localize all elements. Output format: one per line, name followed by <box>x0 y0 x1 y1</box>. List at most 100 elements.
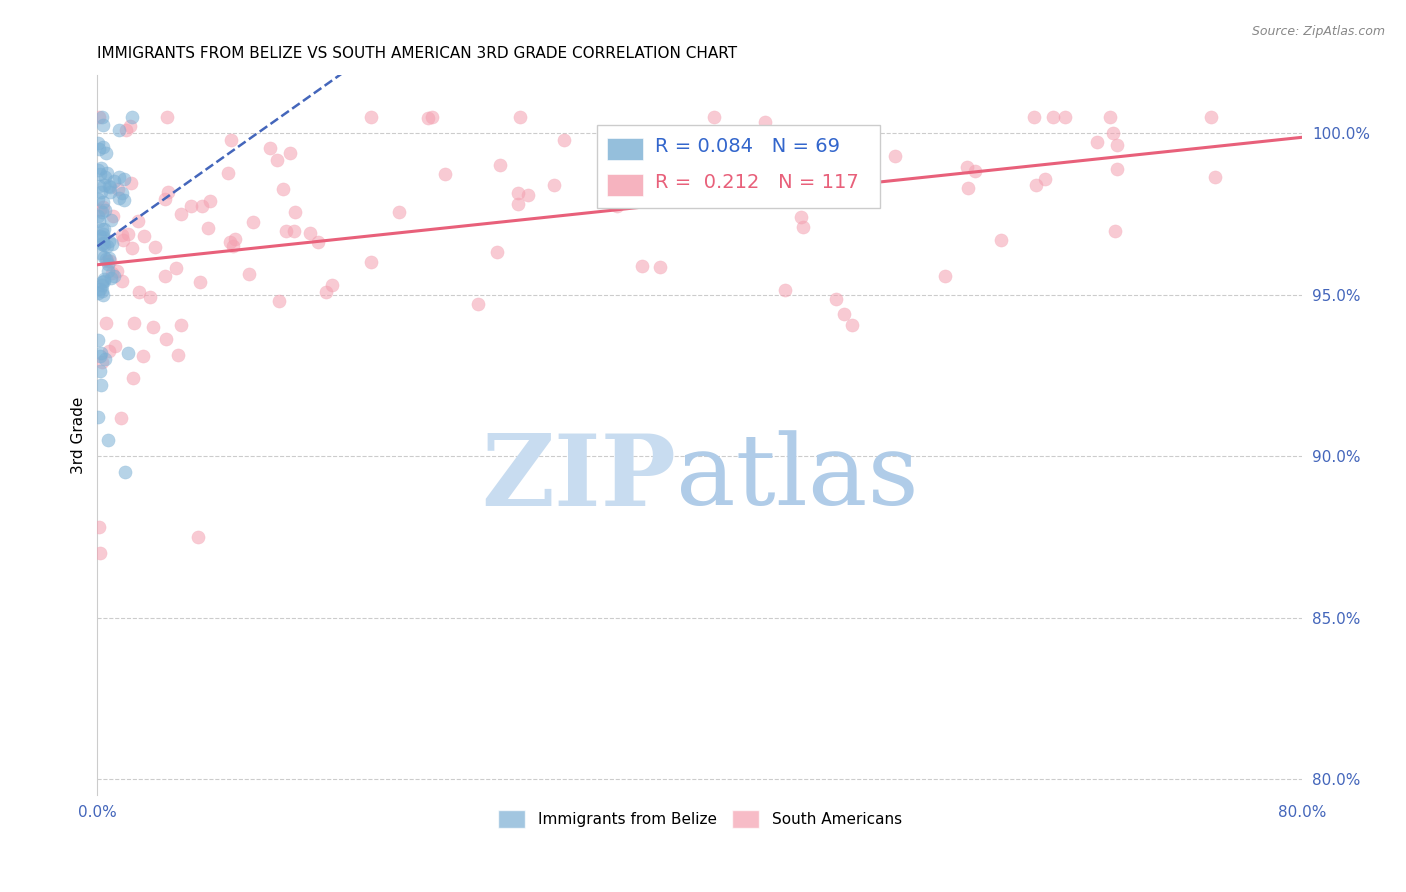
Point <box>89 178 111 193</box>
Point <box>91 287 114 301</box>
Point <box>91 355 114 369</box>
Point <box>416 112 439 126</box>
Point <box>105 264 128 278</box>
Point <box>224 232 246 246</box>
Point <box>489 158 512 172</box>
Point <box>142 319 165 334</box>
Point <box>120 119 142 133</box>
Point <box>98 344 121 359</box>
Point <box>1104 224 1126 238</box>
Point <box>157 185 180 199</box>
Point <box>276 224 298 238</box>
Point <box>94 352 117 367</box>
Point <box>97 178 120 193</box>
Point <box>198 194 221 208</box>
Point <box>110 411 132 425</box>
Point <box>153 192 176 206</box>
Point <box>120 177 142 191</box>
Point <box>990 233 1012 247</box>
Point <box>94 146 117 161</box>
Point <box>132 229 155 244</box>
Point <box>155 332 177 346</box>
Point <box>89 168 111 182</box>
Point <box>1025 178 1047 192</box>
Point <box>90 284 112 298</box>
Point <box>434 167 457 181</box>
Point <box>156 110 179 124</box>
Point <box>360 110 382 124</box>
Point <box>90 161 112 175</box>
Point <box>90 185 112 199</box>
Point <box>269 293 291 308</box>
Point <box>97 234 120 248</box>
Point <box>91 236 114 251</box>
Text: Source: ZipAtlas.com: Source: ZipAtlas.com <box>1251 25 1385 38</box>
Point <box>91 277 114 292</box>
Point <box>90 276 112 290</box>
Point <box>93 221 115 235</box>
Point <box>89 228 111 243</box>
Point <box>110 186 132 201</box>
Point <box>93 250 115 264</box>
Text: ZIP: ZIP <box>481 430 676 527</box>
Point <box>114 171 136 186</box>
Point <box>89 282 111 296</box>
Point <box>86 192 108 206</box>
Point <box>219 235 242 249</box>
Point <box>832 307 855 321</box>
Point <box>89 363 111 377</box>
Point <box>96 252 118 266</box>
Point <box>841 318 863 332</box>
Point <box>283 224 305 238</box>
Point <box>91 227 114 241</box>
Point <box>1054 110 1077 124</box>
Point <box>93 274 115 288</box>
Point <box>266 153 288 167</box>
Point <box>509 110 531 124</box>
Point <box>842 167 865 181</box>
Point <box>128 285 150 299</box>
Point <box>963 163 986 178</box>
Point <box>117 227 139 242</box>
Point <box>166 348 188 362</box>
Point <box>648 260 671 275</box>
Point <box>1105 137 1128 152</box>
Point <box>100 212 122 227</box>
Point <box>90 378 112 392</box>
Point <box>1201 110 1223 124</box>
Point <box>467 296 489 310</box>
Point <box>86 286 108 301</box>
Point <box>93 236 115 251</box>
Point <box>1098 110 1121 124</box>
Point <box>98 180 121 194</box>
Point <box>131 349 153 363</box>
Point <box>90 346 112 360</box>
Point <box>790 210 813 224</box>
Point <box>87 333 110 347</box>
Point <box>111 274 134 288</box>
Point <box>90 110 112 124</box>
Point <box>644 181 666 195</box>
Text: R = 0.084   N = 69: R = 0.084 N = 69 <box>655 137 841 156</box>
Point <box>792 219 814 234</box>
Point <box>89 546 111 560</box>
Point <box>101 266 124 280</box>
Point <box>91 139 114 153</box>
Point <box>91 204 114 219</box>
Point <box>307 235 329 250</box>
Point <box>217 166 239 180</box>
Point <box>1204 170 1226 185</box>
Point <box>96 253 118 268</box>
Point <box>387 205 409 219</box>
Point <box>508 186 530 200</box>
Point <box>315 285 337 299</box>
Point <box>422 110 444 124</box>
Point <box>112 193 135 207</box>
Point <box>517 187 540 202</box>
Bar <box>607 174 643 196</box>
Point <box>93 170 115 185</box>
Bar <box>607 138 643 160</box>
Point <box>103 268 125 283</box>
Point <box>100 271 122 285</box>
Point <box>97 257 120 271</box>
